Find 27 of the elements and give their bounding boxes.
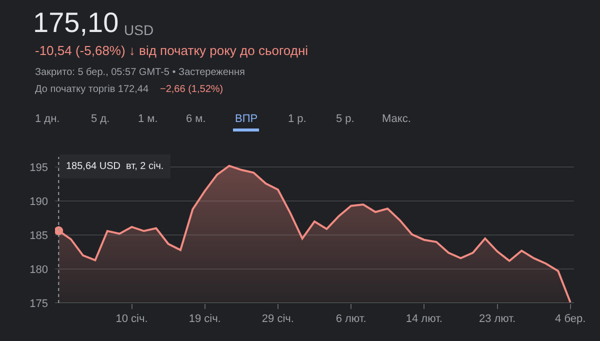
text: 5 р.: [336, 113, 354, 125]
text: Макс.: [382, 113, 411, 125]
x-tick-label: 4 бер.: [555, 313, 586, 326]
text: 1 м.: [138, 113, 158, 125]
x-tick-label: 10 січ.: [116, 313, 148, 326]
text: 5 д.: [91, 113, 110, 125]
text: До початку торгів 172,44: [35, 84, 149, 95]
x-tick-label: 29 січ.: [262, 313, 294, 326]
text: 1 р.: [288, 113, 306, 125]
text: −2,66 (1,52%): [160, 84, 224, 95]
text: Закрито: 5 бер., 05:57 GMT-5 • Застереження: [35, 67, 245, 78]
y-tick-label: 195: [30, 162, 48, 174]
chart-title: 175,10: [33, 6, 119, 38]
x-tick-label: 14 лют.: [406, 313, 442, 326]
x-tick-label: 6 лют.: [336, 313, 366, 326]
y-tick-label: 190: [30, 196, 48, 208]
y-tick-label: 185: [30, 230, 48, 242]
x-tick-label: 19 січ.: [188, 313, 221, 326]
y-tick-label: 180: [30, 264, 48, 276]
chart-subtitle: USD: [124, 22, 154, 38]
annotation: 185,64 USD вт, 2 січ.: [66, 161, 164, 172]
text: 6 м.: [186, 113, 206, 125]
text: 1 дн.: [35, 113, 60, 125]
y-tick-label: 175: [30, 298, 48, 310]
text: ВПР: [235, 113, 258, 125]
x-tick-label: 23 лют.: [478, 313, 516, 326]
text: -10,54 (-5,68%) ↓ від початку року до сьогодні: [35, 43, 308, 58]
